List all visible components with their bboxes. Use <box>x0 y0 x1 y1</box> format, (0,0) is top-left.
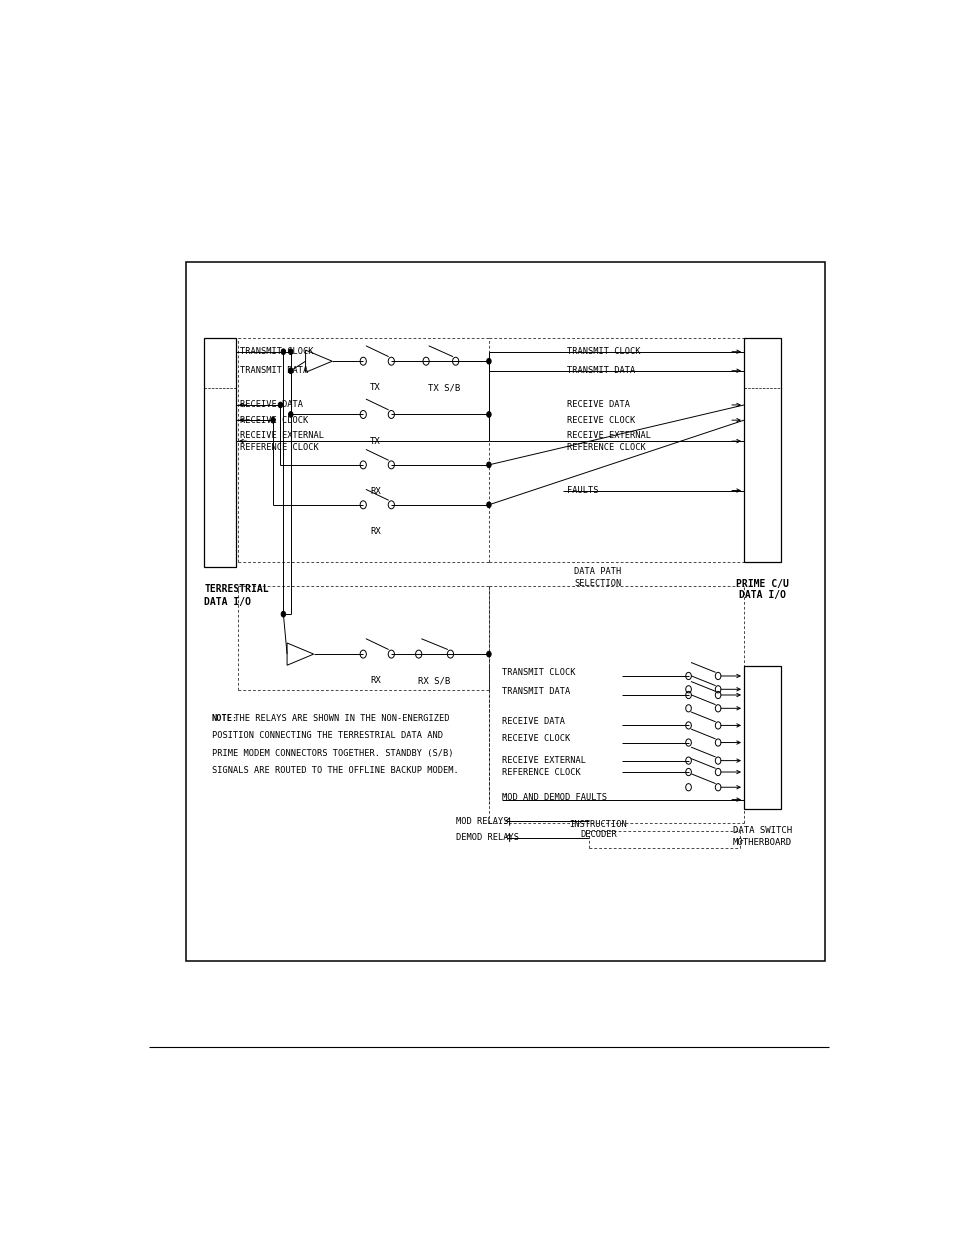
Text: MOD AND DEMOD FAULTS: MOD AND DEMOD FAULTS <box>501 793 607 803</box>
Text: PRIME C/U: PRIME C/U <box>736 579 788 589</box>
Text: -: - <box>501 790 507 799</box>
Text: RX: RX <box>370 677 380 685</box>
Text: DATA I/O: DATA I/O <box>739 590 785 600</box>
Circle shape <box>486 462 491 468</box>
Text: RECEIVE CLOCK: RECEIVE CLOCK <box>239 416 308 425</box>
Text: DATA I/O: DATA I/O <box>204 597 251 608</box>
Bar <box>743 667 781 809</box>
Bar <box>743 338 781 562</box>
Text: TRANSMIT CLOCK: TRANSMIT CLOCK <box>239 347 313 356</box>
Text: FAULTS: FAULTS <box>566 487 598 495</box>
Text: REFERENCE CLOCK: REFERENCE CLOCK <box>566 443 644 452</box>
Text: TRANSMIT CLOCK: TRANSMIT CLOCK <box>566 347 639 356</box>
Text: TRANSMIT CLOCK: TRANSMIT CLOCK <box>501 668 575 677</box>
Text: TERRESTRIAL: TERRESTRIAL <box>204 584 269 594</box>
Circle shape <box>486 358 491 364</box>
Text: RECEIVE CLOCK: RECEIVE CLOCK <box>501 735 570 743</box>
Text: RECEIVE EXTERNAL: RECEIVE EXTERNAL <box>566 431 650 440</box>
Text: MOTHERBOARD: MOTHERBOARD <box>732 837 791 847</box>
Text: TRANSMIT DATA: TRANSMIT DATA <box>566 367 634 375</box>
Text: REFERENCE CLOCK: REFERENCE CLOCK <box>501 768 580 778</box>
Text: RECEIVE DATA: RECEIVE DATA <box>566 400 629 410</box>
Text: DEMOD RELAYS: DEMOD RELAYS <box>456 834 518 842</box>
Text: RX S/B: RX S/B <box>417 677 450 685</box>
Text: POSITION CONNECTING THE TERRESTRIAL DATA AND: POSITION CONNECTING THE TERRESTRIAL DATA… <box>212 731 442 741</box>
Circle shape <box>486 501 491 508</box>
Text: RECEIVE DATA: RECEIVE DATA <box>239 400 302 410</box>
Text: MOD RELAYS: MOD RELAYS <box>456 818 508 826</box>
Text: RECEIVE EXTERNAL: RECEIVE EXTERNAL <box>239 431 323 440</box>
Circle shape <box>278 403 282 408</box>
Text: TX S/B: TX S/B <box>427 383 459 393</box>
Text: DATA SWITCH: DATA SWITCH <box>732 826 791 835</box>
Text: TRANSMIT DATA: TRANSMIT DATA <box>501 687 570 695</box>
Circle shape <box>486 411 491 417</box>
Bar <box>204 338 235 567</box>
Text: TX: TX <box>370 437 380 446</box>
Text: SIGNALS ARE ROUTED TO THE OFFLINE BACKUP MODEM.: SIGNALS ARE ROUTED TO THE OFFLINE BACKUP… <box>212 766 458 774</box>
Circle shape <box>281 611 285 618</box>
Text: INSTRUCTION
DECODER: INSTRUCTION DECODER <box>569 820 626 840</box>
Circle shape <box>486 651 491 657</box>
Text: DATA PATH: DATA PATH <box>574 567 620 576</box>
Text: THE RELAYS ARE SHOWN IN THE NON-ENERGIZED: THE RELAYS ARE SHOWN IN THE NON-ENERGIZE… <box>229 714 450 724</box>
Text: RX: RX <box>370 527 380 536</box>
Text: REFERENCE CLOCK: REFERENCE CLOCK <box>239 443 318 452</box>
Text: NOTE:: NOTE: <box>212 714 237 724</box>
Text: SELECTION: SELECTION <box>574 579 620 588</box>
Text: PRIME MODEM CONNECTORS TOGETHER. STANDBY (S/B): PRIME MODEM CONNECTORS TOGETHER. STANDBY… <box>212 748 453 757</box>
Circle shape <box>271 417 275 424</box>
Circle shape <box>288 411 293 417</box>
Bar <box>186 262 824 961</box>
Circle shape <box>288 368 293 373</box>
Text: RECEIVE EXTERNAL: RECEIVE EXTERNAL <box>501 756 586 766</box>
Text: RECEIVE CLOCK: RECEIVE CLOCK <box>566 416 634 425</box>
Circle shape <box>288 348 293 354</box>
Text: RX: RX <box>370 487 380 496</box>
Circle shape <box>281 348 285 354</box>
Text: TRANSMIT DATA: TRANSMIT DATA <box>239 367 308 375</box>
Text: TX: TX <box>370 383 380 393</box>
Text: RECEIVE DATA: RECEIVE DATA <box>501 718 564 726</box>
